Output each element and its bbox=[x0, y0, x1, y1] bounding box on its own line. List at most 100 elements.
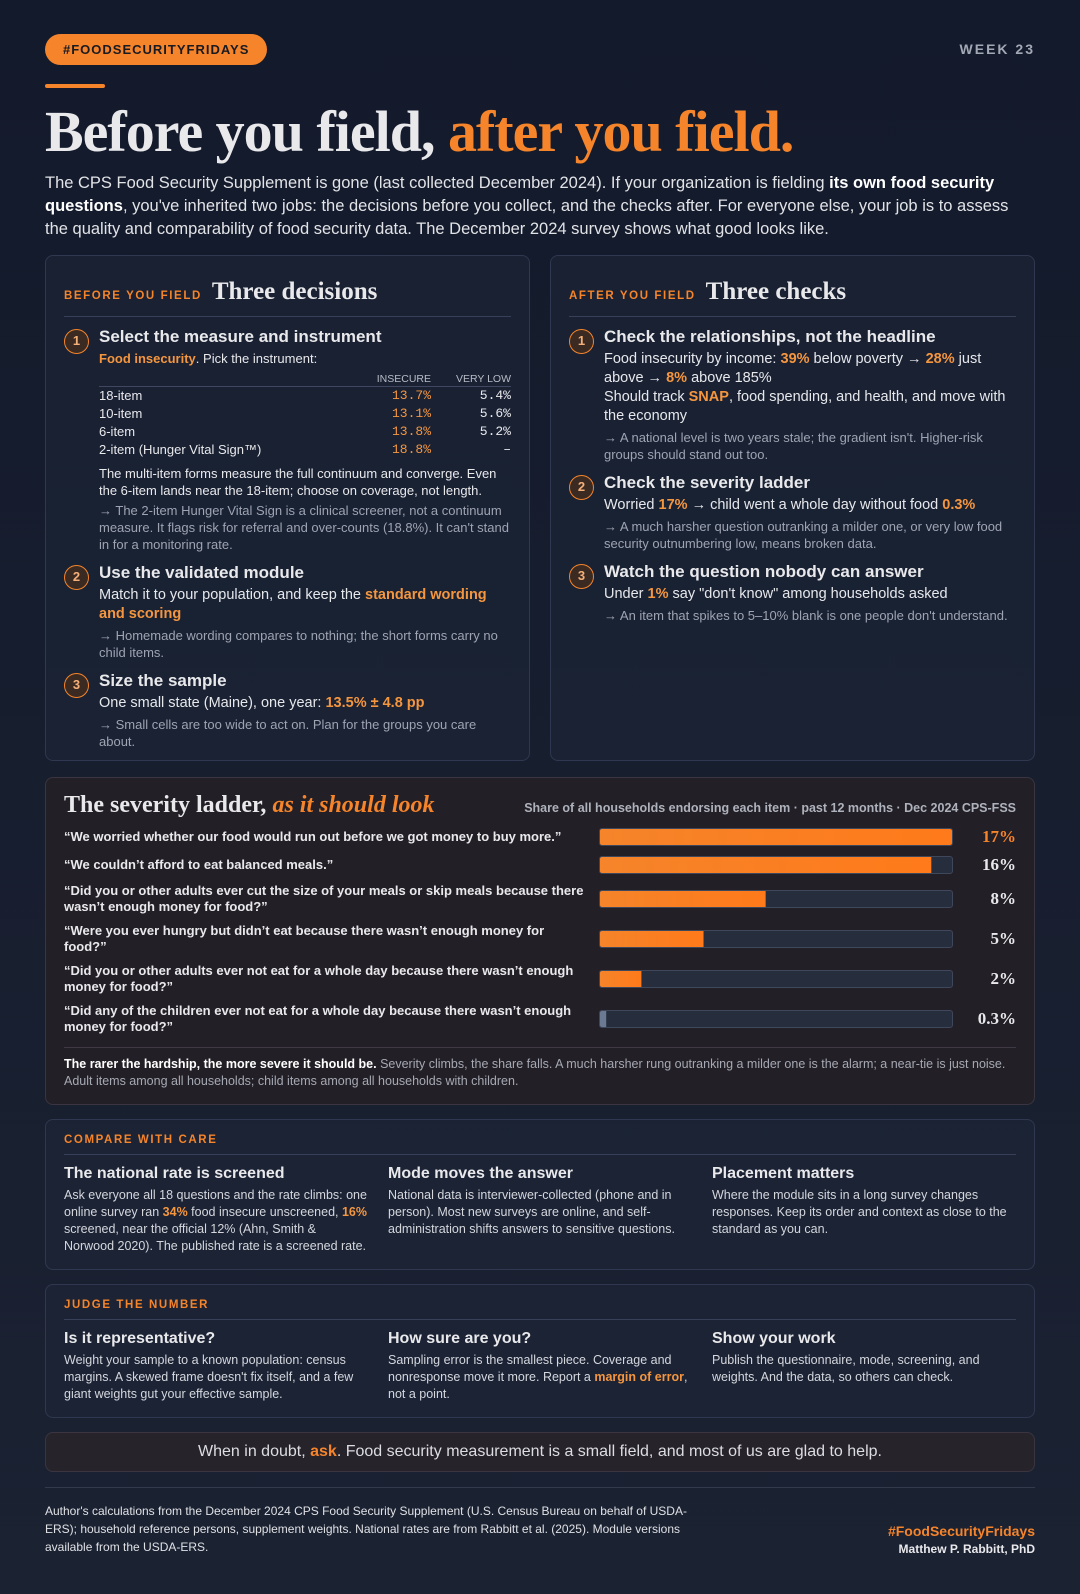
bar-svg bbox=[600, 1011, 607, 1027]
step-body: Use the validated module Match it to your… bbox=[99, 563, 511, 661]
bar-track bbox=[599, 1010, 953, 1028]
hashtag-pill: #FOODSECURITYFRIDAYS bbox=[45, 33, 268, 65]
step-heading: Use the validated module bbox=[99, 563, 304, 582]
step-line: One small state (Maine), one year: 13.5%… bbox=[99, 694, 511, 713]
panel-title: Three decisions bbox=[211, 278, 378, 305]
step-note: → Small cells are too wide to act on. Pl… bbox=[99, 717, 477, 749]
text-part: The CPS Food Security Supplement is gone… bbox=[45, 174, 830, 192]
ladder-header: The severity ladder, as it should look Sh… bbox=[64, 792, 1016, 819]
bar-track bbox=[599, 970, 953, 988]
column-body: National data is interviewer-collected (… bbox=[388, 1187, 692, 1238]
footer: Author's calculations from the December … bbox=[45, 1487, 1035, 1556]
table-cell: 2-item (Hunger Vital Sign™) bbox=[99, 442, 262, 457]
text-part: food insecure unscreened, bbox=[187, 1205, 342, 1219]
title-part: Before you field, bbox=[45, 99, 448, 164]
text-part: Should track bbox=[604, 389, 689, 405]
text-part: Where the module sits in a long survey c… bbox=[712, 1188, 1007, 1236]
bar bbox=[600, 1011, 607, 1027]
title-part: The severity ladder, bbox=[64, 792, 273, 818]
column-body: Where the module sits in a long survey c… bbox=[712, 1187, 1016, 1238]
columns: Is it representative? Weight your sample … bbox=[64, 1330, 1016, 1403]
bar-svg bbox=[600, 931, 704, 947]
step-heading: Select the measure and instrument bbox=[99, 327, 382, 346]
step-note: → A much harsher question outranking a m… bbox=[604, 519, 1003, 551]
item-question: “Were you ever hungry but didn’t eat bec… bbox=[64, 923, 545, 954]
kicker: AFTER YOU FIELD bbox=[569, 290, 696, 302]
highlight: The rarer the hardship, the more severe … bbox=[64, 1057, 377, 1071]
ladder-subtitle: Share of all households endorsing each i… bbox=[524, 801, 1016, 815]
table-cell: 5.6% bbox=[479, 406, 511, 421]
bar bbox=[600, 857, 932, 873]
page-title: Before you field, after you field. bbox=[45, 100, 1035, 164]
value-label: 5% bbox=[990, 929, 1017, 948]
text-part: When in doubt, bbox=[198, 1443, 311, 1460]
text-part: Food insecurity by income: bbox=[604, 351, 781, 367]
text-part: . Food security measurement is a small f… bbox=[336, 1443, 882, 1460]
step-number: 1 bbox=[64, 329, 89, 354]
step: 2 Check the severity ladder Worried 17% → … bbox=[569, 473, 1016, 552]
text-part: , food spending, and health, and move wi… bbox=[604, 389, 1006, 424]
table-cell: 13.1% bbox=[391, 406, 431, 421]
highlight: 17% bbox=[658, 497, 688, 513]
panels: BEFORE YOU FIELD Three decisions 1 Select t… bbox=[45, 255, 1035, 761]
table-cell: 10-item bbox=[99, 406, 143, 421]
step-heading: Size the sample bbox=[99, 671, 227, 690]
text-part: screened, near the official 12% (Ahn, Sm… bbox=[64, 1222, 367, 1253]
bar bbox=[600, 971, 642, 987]
text-part: just above → bbox=[604, 351, 982, 386]
step: 1 Select the measure and instrument Food i… bbox=[64, 327, 511, 553]
table-cell: 5.2% bbox=[479, 424, 511, 439]
intro: The CPS Food Security Supplement is gone… bbox=[45, 172, 1035, 241]
text-part: National data is interviewer-collected (… bbox=[388, 1188, 675, 1236]
step-body: Watch the question nobody can answer Unde… bbox=[604, 562, 1016, 624]
highlight: 1% bbox=[647, 586, 669, 602]
bar-svg bbox=[600, 891, 766, 907]
text-part: One small state (Maine), one year: bbox=[99, 695, 326, 711]
ladder-row: “Did any of the children ever not eat fo… bbox=[64, 1003, 1016, 1035]
item-question: “We worried whether our food would run o… bbox=[64, 829, 562, 844]
value-label: 2% bbox=[990, 969, 1017, 988]
bar-track bbox=[599, 930, 953, 948]
column: Show your work Publish the questionnaire,… bbox=[712, 1330, 1016, 1403]
column-body: Weight your sample to a known population… bbox=[64, 1352, 368, 1403]
step-note: → An item that spikes to 5–10% blank is … bbox=[604, 608, 1008, 623]
intro-slot: The CPS Food Security Supplement is gone… bbox=[45, 172, 1035, 241]
text-part: Match it to your population, and keep th… bbox=[99, 587, 366, 603]
highlight: Food insecurity bbox=[99, 351, 196, 366]
bar bbox=[600, 931, 704, 947]
column-title: How sure are you? bbox=[388, 1330, 532, 1347]
kicker: BEFORE YOU FIELD bbox=[64, 290, 202, 302]
top-bar: #FOODSECURITYFRIDAYS WEEK 23 bbox=[45, 33, 1035, 65]
table-cell: 18.8% bbox=[391, 442, 431, 457]
column: Is it representative? Weight your sample … bbox=[64, 1330, 368, 1403]
footer-right: #FoodSecurityFridays Matthew P. Rabbitt,… bbox=[888, 1523, 1035, 1556]
severity-ladder: The severity ladder, as it should look Sh… bbox=[45, 777, 1035, 1105]
item-question: “Did any of the children ever not eat fo… bbox=[64, 1003, 572, 1034]
highlight: 39% bbox=[780, 351, 810, 367]
step-number: 3 bbox=[569, 564, 594, 589]
table-cell: 6-item bbox=[99, 424, 136, 439]
table-cell: 13.7% bbox=[391, 388, 431, 403]
footer-hashtag: #FoodSecurityFridays bbox=[887, 1523, 1035, 1539]
column: Mode moves the answer National data is in… bbox=[388, 1165, 692, 1255]
author: Matthew P. Rabbitt, PhD bbox=[898, 1542, 1035, 1556]
bar-svg bbox=[600, 829, 952, 845]
ladder-title: The severity ladder, as it should look bbox=[64, 792, 434, 819]
table-cell: 18-item bbox=[99, 388, 143, 403]
step-note: → A national level is two years stale; t… bbox=[604, 430, 983, 462]
text-part: below poverty → bbox=[809, 351, 926, 367]
callout: When in doubt, ask. Food security measur… bbox=[45, 1432, 1035, 1472]
text-part: Weight your sample to a known population… bbox=[64, 1353, 354, 1401]
highlight: 13.5% ± 4.8 pp bbox=[325, 695, 425, 711]
text-part: Under bbox=[604, 586, 648, 602]
step: 2 Use the validated module Match it to you… bbox=[64, 563, 511, 661]
column: The national rate is screened Ask everyon… bbox=[64, 1165, 368, 1255]
panel-header: AFTER YOU FIELD Three checks bbox=[569, 278, 1016, 317]
bar-track bbox=[599, 890, 953, 908]
bar bbox=[600, 829, 952, 845]
text-part: Sampling error is the smallest piece. Co… bbox=[388, 1353, 672, 1384]
columns: The national rate is screened Ask everyon… bbox=[64, 1165, 1016, 1255]
judge-card: JUDGE THE NUMBER Is it representative? Wei… bbox=[45, 1284, 1035, 1418]
before-panel: BEFORE YOU FIELD Three decisions 1 Select t… bbox=[45, 255, 530, 761]
